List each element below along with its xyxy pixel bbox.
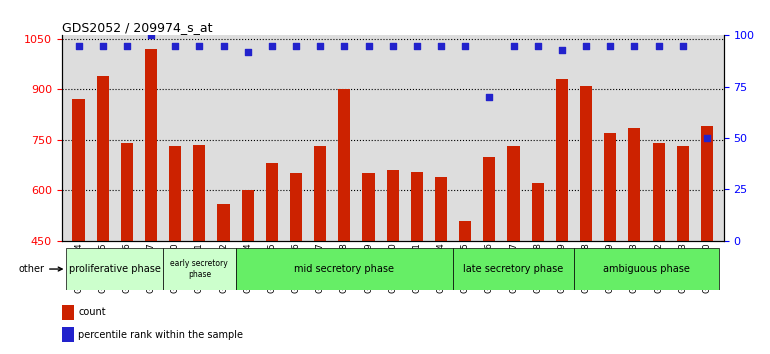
Point xyxy=(531,43,544,48)
Bar xyxy=(411,172,423,354)
Point xyxy=(459,43,471,48)
Text: ambiguous phase: ambiguous phase xyxy=(603,264,690,274)
Point xyxy=(701,135,713,141)
Point xyxy=(145,33,157,38)
Point xyxy=(507,43,520,48)
Bar xyxy=(163,248,236,290)
Bar xyxy=(556,79,568,354)
Bar xyxy=(574,248,719,290)
Point xyxy=(290,43,302,48)
Point xyxy=(363,43,375,48)
Point xyxy=(169,43,182,48)
Bar xyxy=(121,143,133,354)
Text: count: count xyxy=(79,307,105,317)
Bar xyxy=(435,177,447,354)
Point xyxy=(96,43,109,48)
Bar xyxy=(72,99,85,354)
Bar xyxy=(66,248,163,290)
Bar xyxy=(507,147,520,354)
Point xyxy=(121,43,133,48)
Bar xyxy=(62,305,73,320)
Bar xyxy=(62,327,73,342)
Text: mid secretory phase: mid secretory phase xyxy=(294,264,394,274)
Bar xyxy=(97,76,109,354)
Bar xyxy=(484,156,495,354)
Point xyxy=(580,43,592,48)
Point xyxy=(484,94,496,100)
Bar xyxy=(652,143,665,354)
Text: proliferative phase: proliferative phase xyxy=(69,264,161,274)
Point xyxy=(628,43,641,48)
Point xyxy=(410,43,423,48)
Bar xyxy=(314,147,326,354)
Bar xyxy=(266,163,278,354)
Bar xyxy=(145,49,157,354)
Text: late secretory phase: late secretory phase xyxy=(464,264,564,274)
Bar xyxy=(628,128,641,354)
Point xyxy=(387,43,399,48)
Point xyxy=(314,43,326,48)
Point xyxy=(677,43,689,48)
Point xyxy=(217,43,229,48)
Bar xyxy=(217,204,229,354)
Text: early secretory
phase: early secretory phase xyxy=(170,259,228,279)
Bar xyxy=(338,89,350,354)
Bar xyxy=(453,248,574,290)
Text: GDS2052 / 209974_s_at: GDS2052 / 209974_s_at xyxy=(62,21,212,34)
Point xyxy=(242,49,254,55)
Bar xyxy=(387,170,399,354)
Text: percentile rank within the sample: percentile rank within the sample xyxy=(79,330,243,339)
Bar xyxy=(459,221,471,354)
Bar xyxy=(677,147,688,354)
Bar xyxy=(193,145,206,354)
Point xyxy=(652,43,665,48)
Point xyxy=(338,43,350,48)
Bar xyxy=(604,133,616,354)
Point xyxy=(604,43,616,48)
Bar xyxy=(169,147,181,354)
Point xyxy=(72,43,85,48)
Bar xyxy=(290,173,302,354)
Point xyxy=(193,43,206,48)
Bar xyxy=(242,190,254,354)
Point xyxy=(266,43,278,48)
Bar xyxy=(531,183,544,354)
Bar xyxy=(363,173,374,354)
Bar xyxy=(701,126,713,354)
Bar xyxy=(580,86,592,354)
Text: other: other xyxy=(18,264,62,274)
Point xyxy=(435,43,447,48)
Bar xyxy=(236,248,453,290)
Point xyxy=(556,47,568,53)
